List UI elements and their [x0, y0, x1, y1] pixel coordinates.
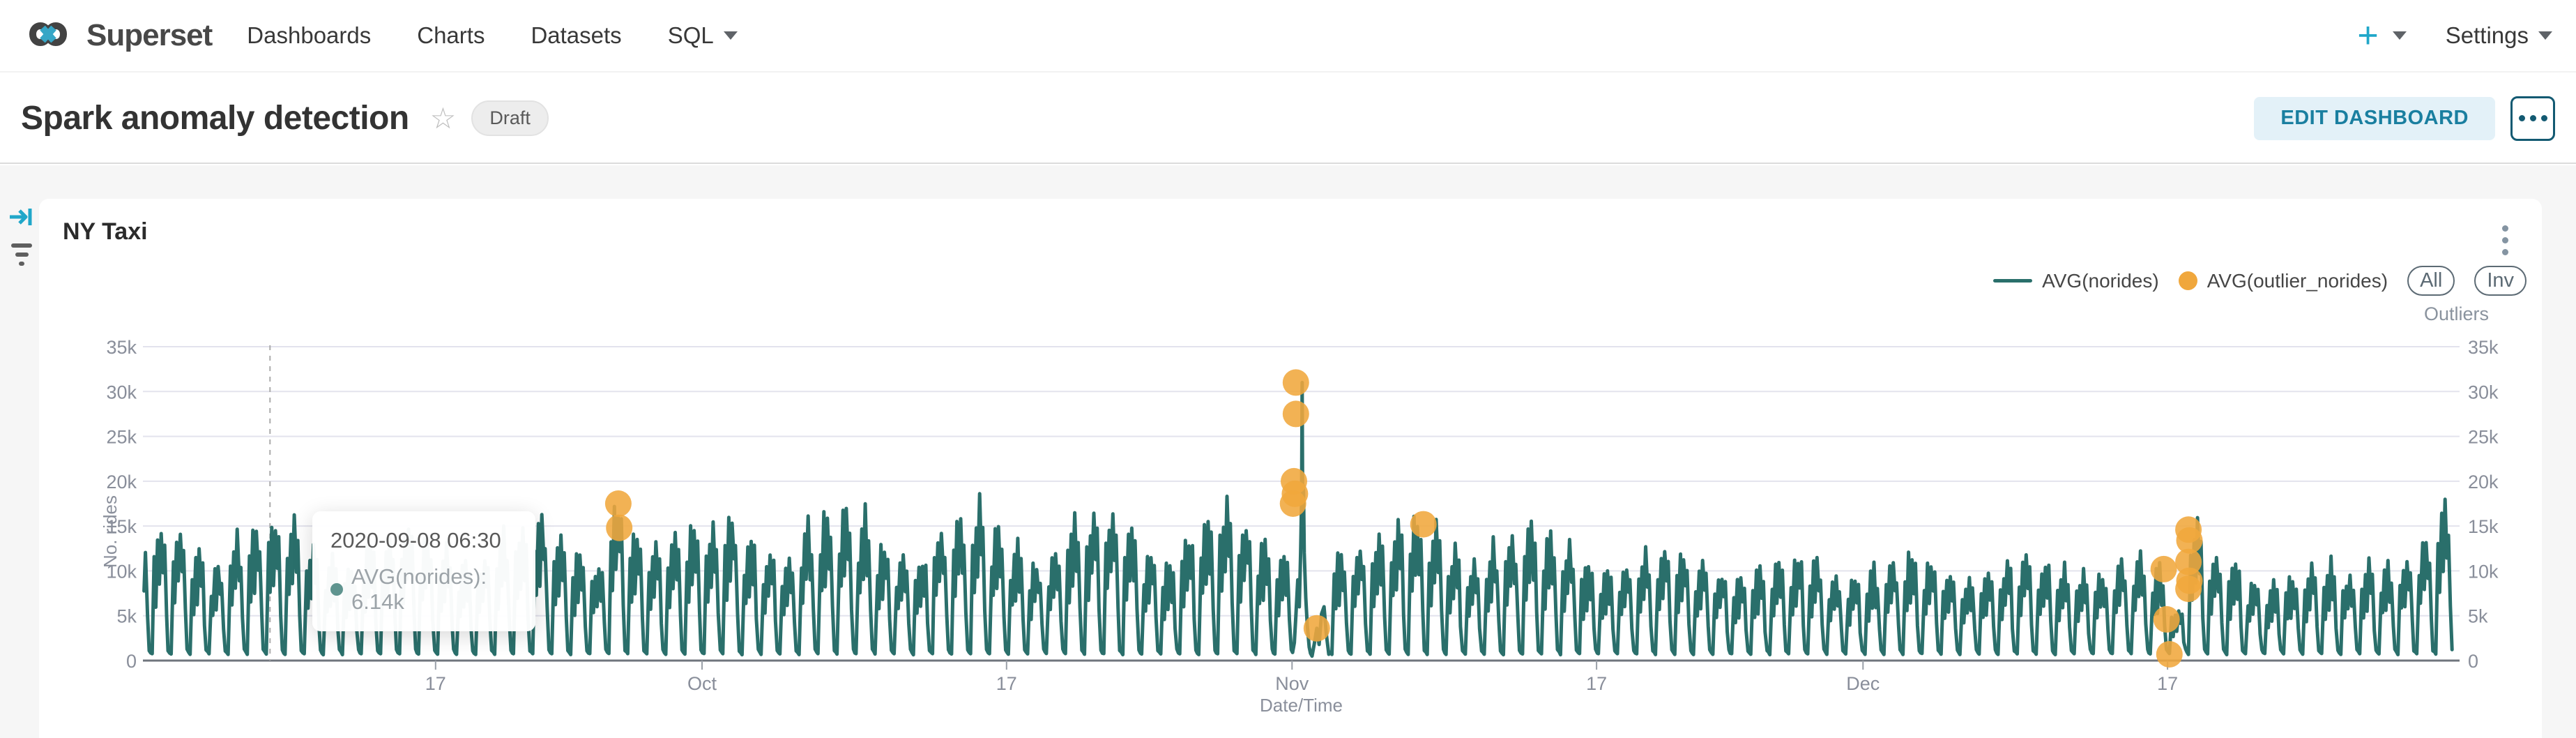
chevron-down-icon	[2538, 31, 2552, 40]
draft-status-badge: Draft	[471, 100, 549, 136]
settings-menu[interactable]: Settings	[2446, 22, 2552, 49]
superset-logo[interactable]: Superset	[20, 18, 213, 54]
top-nav: Superset Dashboards Charts Datasets SQL …	[0, 0, 2576, 73]
plus-icon: +	[2357, 15, 2379, 56]
dot-swatch-icon	[2178, 271, 2197, 290]
tooltip-value: AVG(norides): 6.14k	[351, 564, 487, 614]
expand-filter-bar-button[interactable]	[8, 207, 33, 230]
nav-item-datasets[interactable]: Datasets	[531, 22, 622, 48]
nav-item-charts[interactable]: Charts	[417, 22, 485, 48]
favorite-star-icon[interactable]: ☆	[429, 101, 457, 135]
series-dot-icon	[330, 583, 343, 596]
chart-card: NY Taxi AVG(norides) AVG(outlier_norides…	[39, 199, 2542, 738]
arrow-to-bar-icon	[8, 209, 33, 229]
chart-options-kebab-icon[interactable]	[2499, 223, 2511, 258]
nav-item-sql[interactable]: SQL	[668, 22, 738, 49]
dashboard-title: Spark anomaly detection	[21, 100, 409, 137]
tooltip-series-row: AVG(norides): 6.14k	[330, 564, 517, 615]
ellipsis-icon	[2518, 115, 2525, 121]
chart-title: NY Taxi	[63, 218, 148, 245]
superset-infinity-icon	[20, 18, 77, 54]
chart-legend: AVG(norides) AVG(outlier_norides) All In…	[1993, 266, 2527, 296]
legend-label: AVG(norides)	[2042, 269, 2159, 292]
nav-item-dashboards[interactable]: Dashboards	[247, 22, 372, 48]
legend-item-outlier-norides[interactable]: AVG(outlier_norides)	[2178, 269, 2388, 292]
legend-inv-button[interactable]: Inv	[2474, 266, 2527, 296]
chart-tooltip: 2020-09-08 06:30 AVG(norides): 6.14k	[312, 511, 535, 631]
legend-label: AVG(outlier_norides)	[2207, 269, 2388, 292]
chevron-down-icon	[2392, 31, 2407, 40]
settings-label: Settings	[2445, 22, 2529, 48]
line-swatch-icon	[1993, 279, 2033, 283]
legend-item-norides[interactable]: AVG(norides)	[1993, 270, 2159, 292]
new-item-button[interactable]: +	[2357, 15, 2407, 56]
more-options-button[interactable]	[2510, 96, 2555, 141]
nav-right: + Settings	[2357, 17, 2552, 54]
filter-icon	[11, 243, 32, 248]
chevron-down-icon	[723, 31, 738, 40]
brand-name: Superset	[86, 18, 213, 52]
outliers-axis-label: Outliers	[2423, 303, 2489, 324]
dashboard-body: NY Taxi AVG(norides) AVG(outlier_norides…	[0, 165, 2576, 738]
legend-all-button[interactable]: All	[2407, 266, 2455, 296]
nav-menu: Dashboards Charts Datasets SQL	[247, 22, 738, 49]
nav-item-sql-label: SQL	[667, 22, 714, 48]
filter-list-button[interactable]	[11, 243, 32, 266]
dashboard-header: Spark anomaly detection ☆ Draft EDIT DAS…	[0, 74, 2576, 164]
header-actions: EDIT DASHBOARD	[2254, 96, 2555, 141]
tooltip-timestamp: 2020-09-08 06:30	[330, 528, 501, 552]
edit-dashboard-button[interactable]: EDIT DASHBOARD	[2254, 96, 2495, 140]
